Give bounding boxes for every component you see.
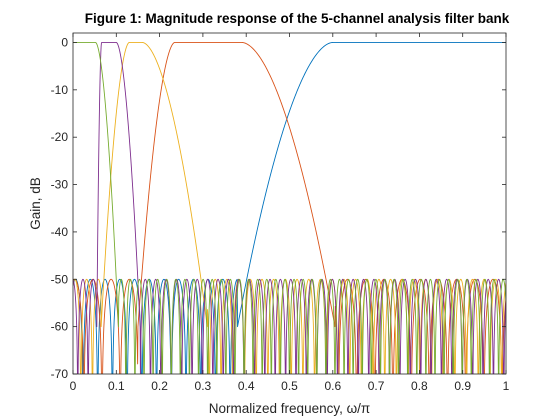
y-tick-label: -60 (51, 320, 69, 334)
chart-title: Figure 1: Magnitude response of the 5-ch… (85, 11, 510, 26)
y-axis-label: Gain, dB (28, 177, 43, 230)
y-tick-label: -10 (51, 83, 69, 97)
y-tick-label: -30 (51, 178, 69, 192)
series-line-1 (73, 42, 506, 374)
y-tick-label: -50 (51, 272, 69, 286)
x-tick-label: 0.3 (195, 379, 212, 393)
x-tick-label: 0 (70, 379, 77, 393)
y-tick-label: 0 (61, 35, 68, 49)
x-tick-label: 0.5 (281, 379, 298, 393)
x-tick-label: 0.6 (324, 379, 341, 393)
x-tick-label: 0.2 (151, 379, 168, 393)
y-tick-label: -70 (51, 367, 69, 381)
x-tick-label: 0.9 (454, 379, 471, 393)
x-tick-label: 0.7 (368, 379, 385, 393)
series-line-4 (73, 42, 506, 374)
x-axis-label: Normalized frequency, ω/π (209, 401, 370, 416)
series-layer (73, 42, 506, 374)
x-tick-label: 0.4 (238, 379, 255, 393)
x-tick-label: 1 (503, 379, 510, 393)
x-tick-label: 0.8 (411, 379, 428, 393)
series-line-3 (73, 42, 506, 374)
y-tick-label: -20 (51, 130, 69, 144)
x-tick-label: 0.1 (108, 379, 125, 393)
y-tick-label: -40 (51, 225, 69, 239)
ticks-layer: 0 0.1 0.2 0.3 0.4 0.5 0.6 0.7 0.8 0.9 1 0 -10 -20 -30 -… (51, 33, 510, 393)
series-line-5 (73, 42, 506, 374)
